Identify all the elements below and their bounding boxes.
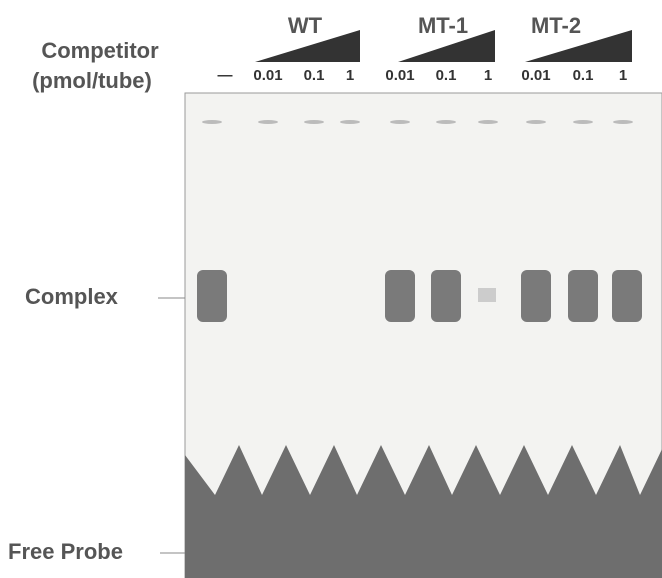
well [613, 120, 633, 124]
group-label: WT [288, 13, 323, 38]
complex-band [431, 270, 461, 322]
free-probe-label: Free Probe [8, 539, 123, 564]
well [573, 120, 593, 124]
complex-band [568, 270, 598, 322]
lane-label: 0.1 [573, 67, 594, 84]
well [436, 120, 456, 124]
well [526, 120, 546, 124]
well [478, 120, 498, 124]
well [258, 120, 278, 124]
unit-label: (pmol/tube) [32, 68, 152, 93]
complex-band [385, 270, 415, 322]
complex-band [612, 270, 642, 322]
complex-band [197, 270, 227, 322]
lane-label: 0.01 [521, 67, 550, 84]
complex-band [521, 270, 551, 322]
well [340, 120, 360, 124]
control-lane-label: — [218, 67, 233, 84]
concentration-wedge [398, 30, 495, 62]
well [304, 120, 324, 124]
lane-label: 1 [619, 67, 627, 84]
concentration-wedge [255, 30, 360, 62]
competitor-label: Competitor [41, 38, 159, 63]
lane-label: 1 [484, 67, 492, 84]
concentration-wedge [525, 30, 632, 62]
group-label: MT-1 [418, 13, 468, 38]
well [202, 120, 222, 124]
well [390, 120, 410, 124]
lane-label: 0.01 [385, 67, 414, 84]
complex-label: Complex [25, 284, 119, 309]
lane-label: 1 [346, 67, 354, 84]
faint-band [478, 288, 496, 302]
group-label: MT-2 [531, 13, 581, 38]
lane-label: 0.1 [304, 67, 325, 84]
lane-label: 0.1 [436, 67, 457, 84]
free-probe-band [185, 445, 662, 578]
lane-label: 0.01 [253, 67, 282, 84]
